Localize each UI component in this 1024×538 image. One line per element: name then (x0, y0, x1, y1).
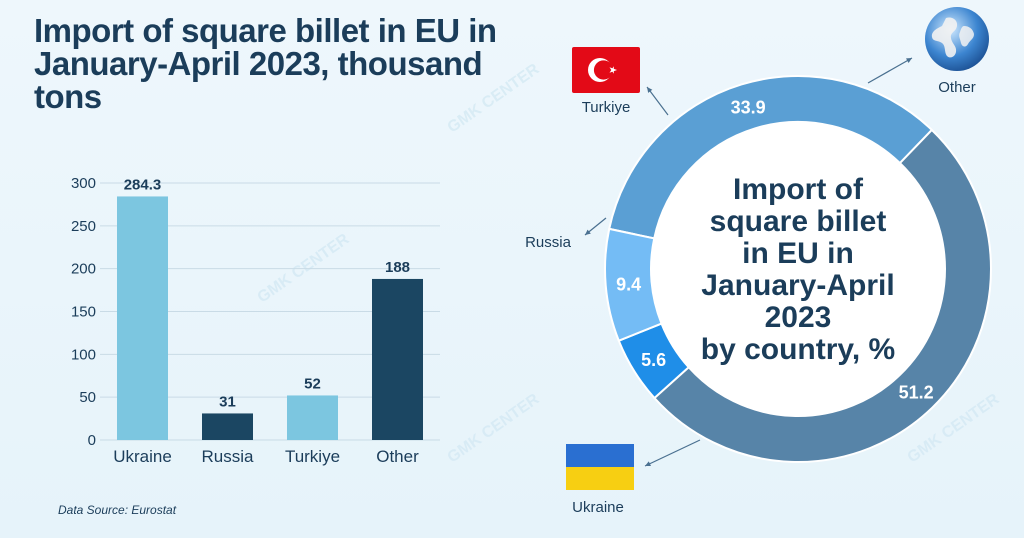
slice-value-label: 33.9 (731, 97, 766, 117)
y-tick-label: 300 (71, 175, 96, 192)
donut-center-text: by country, % (701, 333, 895, 366)
bar (202, 413, 253, 440)
donut-center-text: January-April (701, 269, 894, 302)
slice-category-label: Russia (525, 234, 572, 251)
slice-category-label: Other (938, 79, 976, 96)
y-tick-label: 150 (71, 304, 96, 321)
bar-value-label: 188 (385, 259, 410, 276)
slice-value-label: 51.2 (899, 382, 934, 402)
donut-center-text: 2023 (765, 301, 832, 334)
donut-center (651, 122, 945, 416)
callout-arrowhead (585, 229, 591, 235)
x-tick-label: Ukraine (113, 447, 172, 466)
donut-center-text: square billet (710, 205, 887, 238)
bar-value-label: 284.3 (124, 176, 162, 193)
x-tick-label: Other (376, 447, 419, 466)
donut-center-text: Import of (733, 173, 864, 206)
callout-arrowhead (906, 58, 912, 63)
y-tick-label: 200 (71, 261, 96, 278)
slice-value-label: 9.4 (616, 275, 641, 295)
callout-arrowhead (647, 87, 653, 93)
slice-value-label: 5.6 (641, 350, 666, 370)
callout-line (867, 57, 913, 84)
bar (117, 196, 168, 440)
slice-category-label: Ukraine (572, 499, 624, 516)
y-tick-label: 100 (71, 346, 96, 363)
callout-line (646, 86, 669, 116)
y-tick-label: 50 (79, 389, 96, 406)
bar-value-label: 52 (304, 375, 321, 392)
data-source: Data Source: Eurostat (58, 503, 177, 517)
bar (287, 395, 338, 440)
y-tick-label: 0 (88, 432, 96, 449)
page-title: Import of square billet in EU in January… (34, 12, 497, 115)
callout-line (644, 439, 701, 467)
bar (372, 278, 423, 440)
x-tick-label: Russia (202, 447, 255, 466)
y-tick-label: 250 (71, 218, 96, 235)
callout-arrowhead (645, 461, 651, 467)
x-tick-label: Turkiye (285, 447, 340, 466)
bar-value-label: 31 (219, 393, 236, 410)
donut-center-text: in EU in (742, 237, 854, 270)
slice-category-label: Turkiye (582, 99, 631, 116)
